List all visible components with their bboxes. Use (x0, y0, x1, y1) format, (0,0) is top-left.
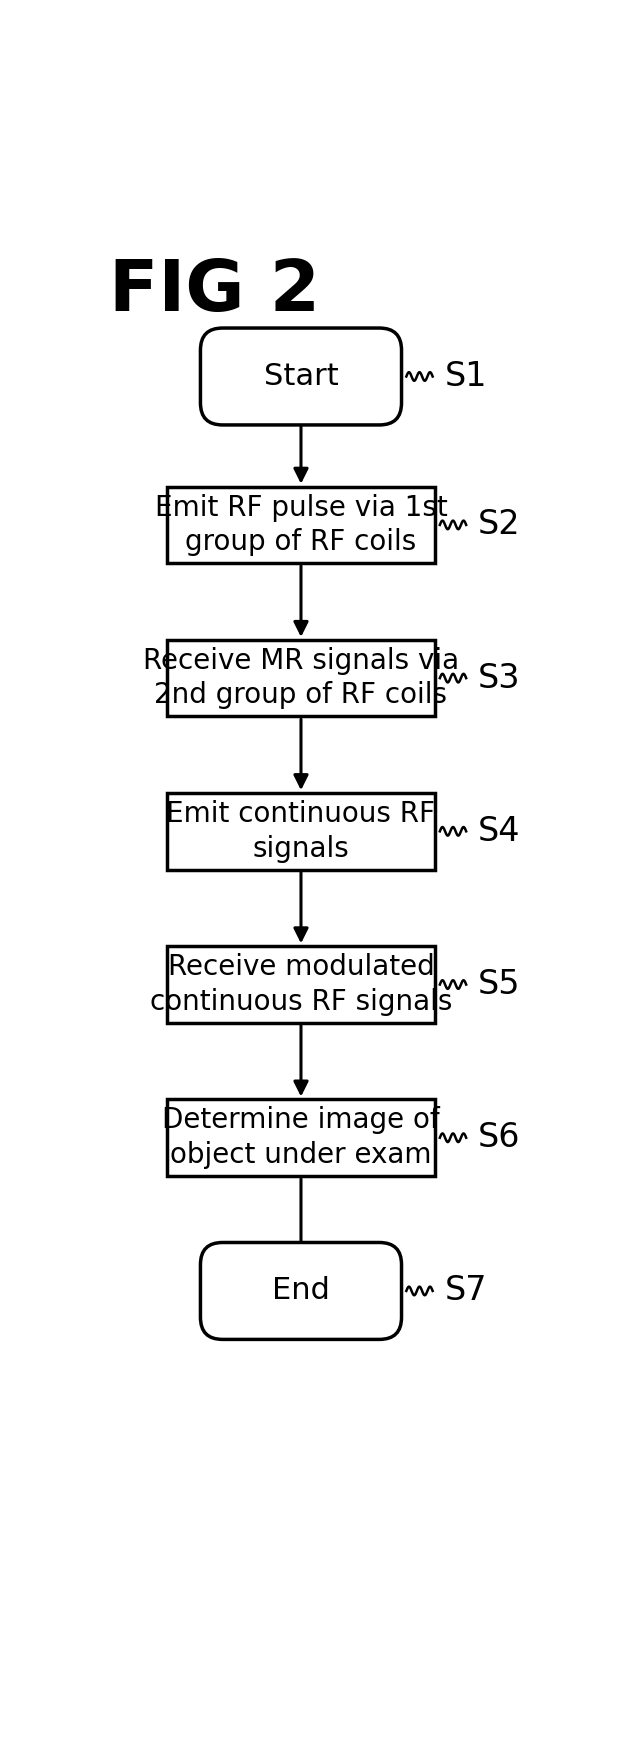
FancyBboxPatch shape (200, 1243, 401, 1339)
Text: S2: S2 (478, 508, 521, 541)
Text: FIG 2: FIG 2 (110, 258, 320, 326)
Bar (167, 487, 435, 564)
Text: S5: S5 (478, 968, 521, 1001)
Text: S7: S7 (444, 1274, 487, 1307)
FancyBboxPatch shape (200, 327, 401, 425)
Text: S4: S4 (478, 815, 521, 848)
Text: S3: S3 (478, 662, 521, 695)
Text: End: End (272, 1276, 330, 1306)
Bar (167, 1100, 435, 1177)
Text: Receive modulated
continuous RF signals: Receive modulated continuous RF signals (150, 954, 452, 1015)
Text: S6: S6 (478, 1121, 521, 1154)
Text: S1: S1 (444, 360, 487, 393)
Text: Start: Start (264, 362, 339, 392)
Bar (167, 947, 435, 1024)
Text: Receive MR signals via
2nd group of RF coils: Receive MR signals via 2nd group of RF c… (143, 648, 459, 709)
Bar (167, 641, 435, 717)
Bar (167, 794, 435, 870)
Text: Emit continuous RF
signals: Emit continuous RF signals (167, 801, 436, 862)
Text: Emit RF pulse via 1st
group of RF coils: Emit RF pulse via 1st group of RF coils (155, 494, 448, 555)
Text: Determine image of
object under exam: Determine image of object under exam (162, 1107, 440, 1168)
